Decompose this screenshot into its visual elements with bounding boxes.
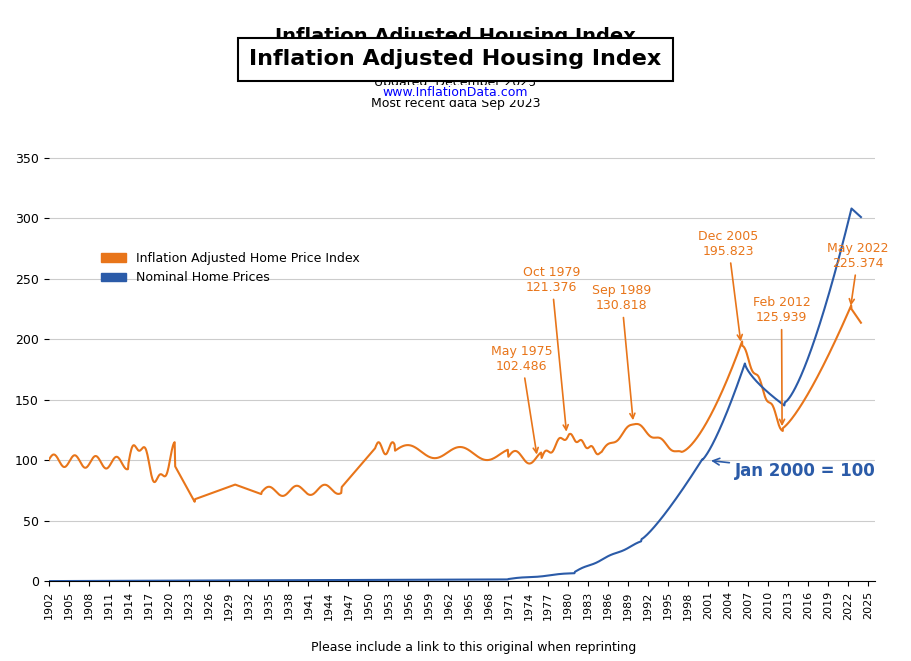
Text: Dec 2005
195.823: Dec 2005 195.823 [698, 229, 758, 340]
Text: Most recent data Sep 2023: Most recent data Sep 2023 [371, 97, 540, 110]
Legend: Inflation Adjusted Home Price Index, Nominal Home Prices: Inflation Adjusted Home Price Index, Nom… [97, 247, 365, 290]
Text: May 1975
102.486: May 1975 102.486 [491, 344, 552, 453]
Text: Sep 1989
130.818: Sep 1989 130.818 [592, 284, 651, 418]
Text: May 2022
225.374: May 2022 225.374 [827, 242, 889, 304]
Text: Updated  December 2023: Updated December 2023 [374, 76, 537, 89]
Text: www.InflationData.com: www.InflationData.com [383, 86, 528, 99]
Text: Inflation Adjusted Housing Index: Inflation Adjusted Housing Index [250, 50, 661, 69]
Text: Inflation Adjusted Housing Index: Inflation Adjusted Housing Index [275, 27, 636, 46]
Text: Jan 2000 = 100: Jan 2000 = 100 [712, 458, 875, 480]
Text: www.InflationData.com: www.InflationData.com [383, 55, 528, 68]
Text: Please include a link to this original when reprinting: Please include a link to this original w… [311, 641, 637, 654]
Text: Oct 1979
121.376: Oct 1979 121.376 [523, 266, 580, 430]
Text: Feb 2012
125.939: Feb 2012 125.939 [752, 296, 811, 424]
